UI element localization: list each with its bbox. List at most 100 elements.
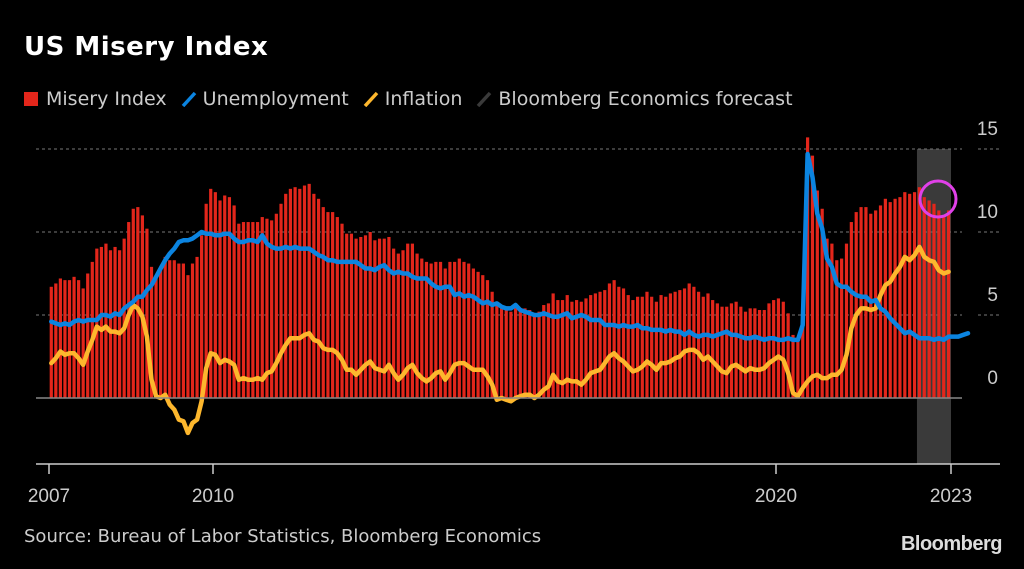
misery-index-bar (154, 275, 158, 398)
x-tick-label: 2007 (28, 486, 70, 507)
misery-index-bar (136, 207, 140, 398)
inflation-swatch-icon (363, 91, 379, 107)
misery-index-bar (288, 188, 293, 398)
misery-index-bar (159, 268, 163, 398)
misery-index-bar (457, 258, 461, 398)
misery-index-bar (551, 293, 555, 398)
misery-index-bar (298, 188, 302, 398)
misery-index-bar (424, 261, 429, 398)
misery-index-bar (617, 286, 621, 398)
misery-index-bar (72, 276, 76, 398)
misery-index-bar (312, 193, 316, 398)
misery-index-bar (200, 235, 204, 398)
misery-index-bar (888, 202, 892, 398)
misery-index-bar (99, 246, 103, 398)
misery-index-bar (382, 238, 386, 398)
misery-index-bar (815, 190, 819, 398)
unemployment-line (49, 151, 971, 343)
misery-index-bar (345, 233, 349, 398)
misery-index-bar (163, 256, 167, 398)
misery-index-bar (937, 210, 941, 398)
misery-index-bar (63, 280, 67, 398)
misery-index-bar (946, 210, 951, 398)
misery-index-bar (255, 222, 260, 398)
bloomberg-logo: Bloomberg (900, 533, 1003, 555)
legend-item-misery-index: Misery Index (24, 88, 167, 110)
misery-index-bar (664, 296, 668, 398)
misery-index-bar (757, 310, 762, 398)
misery-index-bar (603, 290, 607, 398)
misery-index-bar (546, 303, 551, 398)
misery-index-bar (786, 313, 790, 398)
misery-index-bar (420, 258, 424, 398)
misery-index-bar (607, 283, 612, 398)
misery-index-bar (575, 300, 579, 398)
misery-index-bar (659, 295, 663, 398)
misery-index-bar (640, 296, 644, 398)
misery-index-bar (711, 300, 715, 398)
misery-index-bar (122, 238, 126, 398)
misery-index-bar (621, 288, 626, 398)
y-tick-label: 15 (977, 119, 998, 140)
misery-index-bar (204, 203, 208, 398)
misery-index-bar (869, 213, 873, 398)
legend-label: Unemployment (202, 88, 349, 110)
misery-index-bar (805, 137, 810, 398)
misery-index-bar (922, 197, 926, 398)
misery-index-bar (729, 303, 734, 398)
inflation-line (49, 244, 951, 436)
highlight-circle (918, 179, 958, 219)
misery-index-bar (584, 298, 588, 398)
misery-index-bar (373, 240, 377, 398)
misery-index-bar (678, 290, 682, 398)
misery-index-bar (631, 300, 635, 398)
misery-index-bar (321, 207, 325, 398)
misery-index-bar (95, 248, 99, 398)
misery-index-bar (753, 308, 757, 398)
misery-index-bar (598, 291, 602, 398)
x-tick-label: 2020 (755, 486, 797, 507)
misery-index-bar (542, 305, 546, 398)
misery-index-bar (223, 195, 227, 398)
legend-label: Misery Index (46, 88, 167, 110)
misery-index-bar (528, 310, 532, 398)
misery-index-bar (556, 300, 560, 398)
misery-index-bar (696, 291, 701, 398)
misery-index-bar (195, 256, 199, 398)
misery-index-bar (246, 222, 250, 398)
misery-index-bar (820, 208, 824, 398)
misery-index-bar (145, 228, 149, 398)
misery-index-bar (462, 261, 466, 398)
misery-index-bar (532, 315, 536, 398)
misery-index-bar (739, 306, 743, 398)
legend-label: Inflation (384, 88, 463, 110)
misery-index-bar (504, 310, 508, 398)
misery-index-bar (687, 283, 691, 398)
misery-index-bar (743, 311, 748, 398)
misery-index-bar (307, 183, 311, 398)
misery-index-bar (251, 222, 255, 398)
misery-index-bar (232, 205, 236, 398)
misery-index-bar (908, 193, 912, 398)
misery-index-bar (410, 243, 414, 398)
misery-index-bar (363, 235, 368, 398)
misery-index-bar (434, 261, 438, 398)
misery-index-bar (772, 300, 776, 398)
misery-index-bar (626, 295, 630, 398)
misery-index-bar (927, 200, 931, 398)
misery-index-bar (668, 293, 673, 398)
misery-index-bar (241, 222, 246, 398)
x-tick-label: 2010 (192, 486, 234, 507)
misery-index-bar (270, 220, 274, 398)
misery-index-bar (893, 198, 897, 398)
misery-index-bar (898, 197, 902, 398)
misery-index-bar (140, 215, 144, 398)
misery-index-bar (864, 207, 868, 398)
misery-index-bar (791, 334, 795, 398)
misery-index-bar (560, 300, 565, 398)
misery-index-bar (912, 192, 917, 398)
misery-index-bar (58, 278, 62, 398)
misery-index-bar (349, 233, 354, 398)
misery-index-bar (932, 203, 936, 398)
misery-index-bar (570, 301, 574, 398)
